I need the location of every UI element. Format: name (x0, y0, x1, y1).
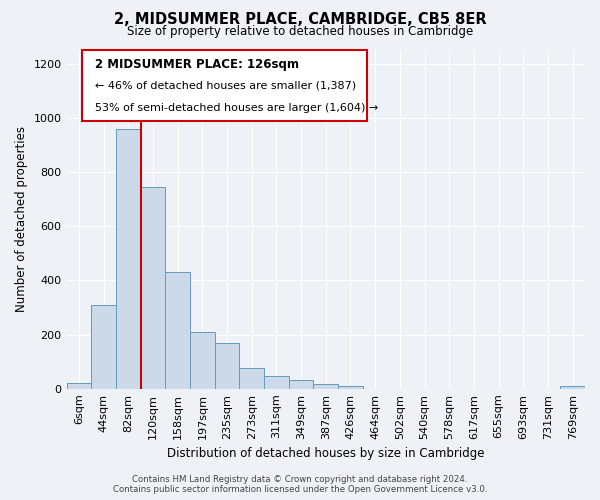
Bar (190, 332, 215, 389)
Text: 2, MIDSUMMER PLACE, CAMBRIDGE, CB5 8ER: 2, MIDSUMMER PLACE, CAMBRIDGE, CB5 8ER (113, 12, 487, 28)
Text: ← 46% of detached houses are smaller (1,387): ← 46% of detached houses are smaller (1,… (95, 80, 356, 90)
X-axis label: Distribution of detached houses by size in Cambridge: Distribution of detached houses by size … (167, 447, 485, 460)
Text: 2 MIDSUMMER PLACE: 126sqm: 2 MIDSUMMER PLACE: 126sqm (95, 58, 299, 71)
Bar (560, 386, 585, 389)
Bar (313, 384, 338, 389)
Text: Size of property relative to detached houses in Cambridge: Size of property relative to detached ho… (127, 25, 473, 38)
Bar (140, 187, 165, 389)
Bar (338, 386, 363, 389)
Bar (116, 128, 140, 389)
Bar (91, 305, 116, 389)
Bar (215, 342, 239, 389)
Bar (165, 272, 190, 389)
Text: Contains HM Land Registry data © Crown copyright and database right 2024.
Contai: Contains HM Land Registry data © Crown c… (113, 474, 487, 494)
Text: 53% of semi-detached houses are larger (1,604) →: 53% of semi-detached houses are larger (… (95, 102, 379, 113)
Bar (289, 380, 313, 389)
Bar (264, 376, 289, 389)
FancyBboxPatch shape (82, 50, 367, 121)
Bar (239, 368, 264, 389)
Bar (67, 384, 91, 389)
Y-axis label: Number of detached properties: Number of detached properties (15, 126, 28, 312)
